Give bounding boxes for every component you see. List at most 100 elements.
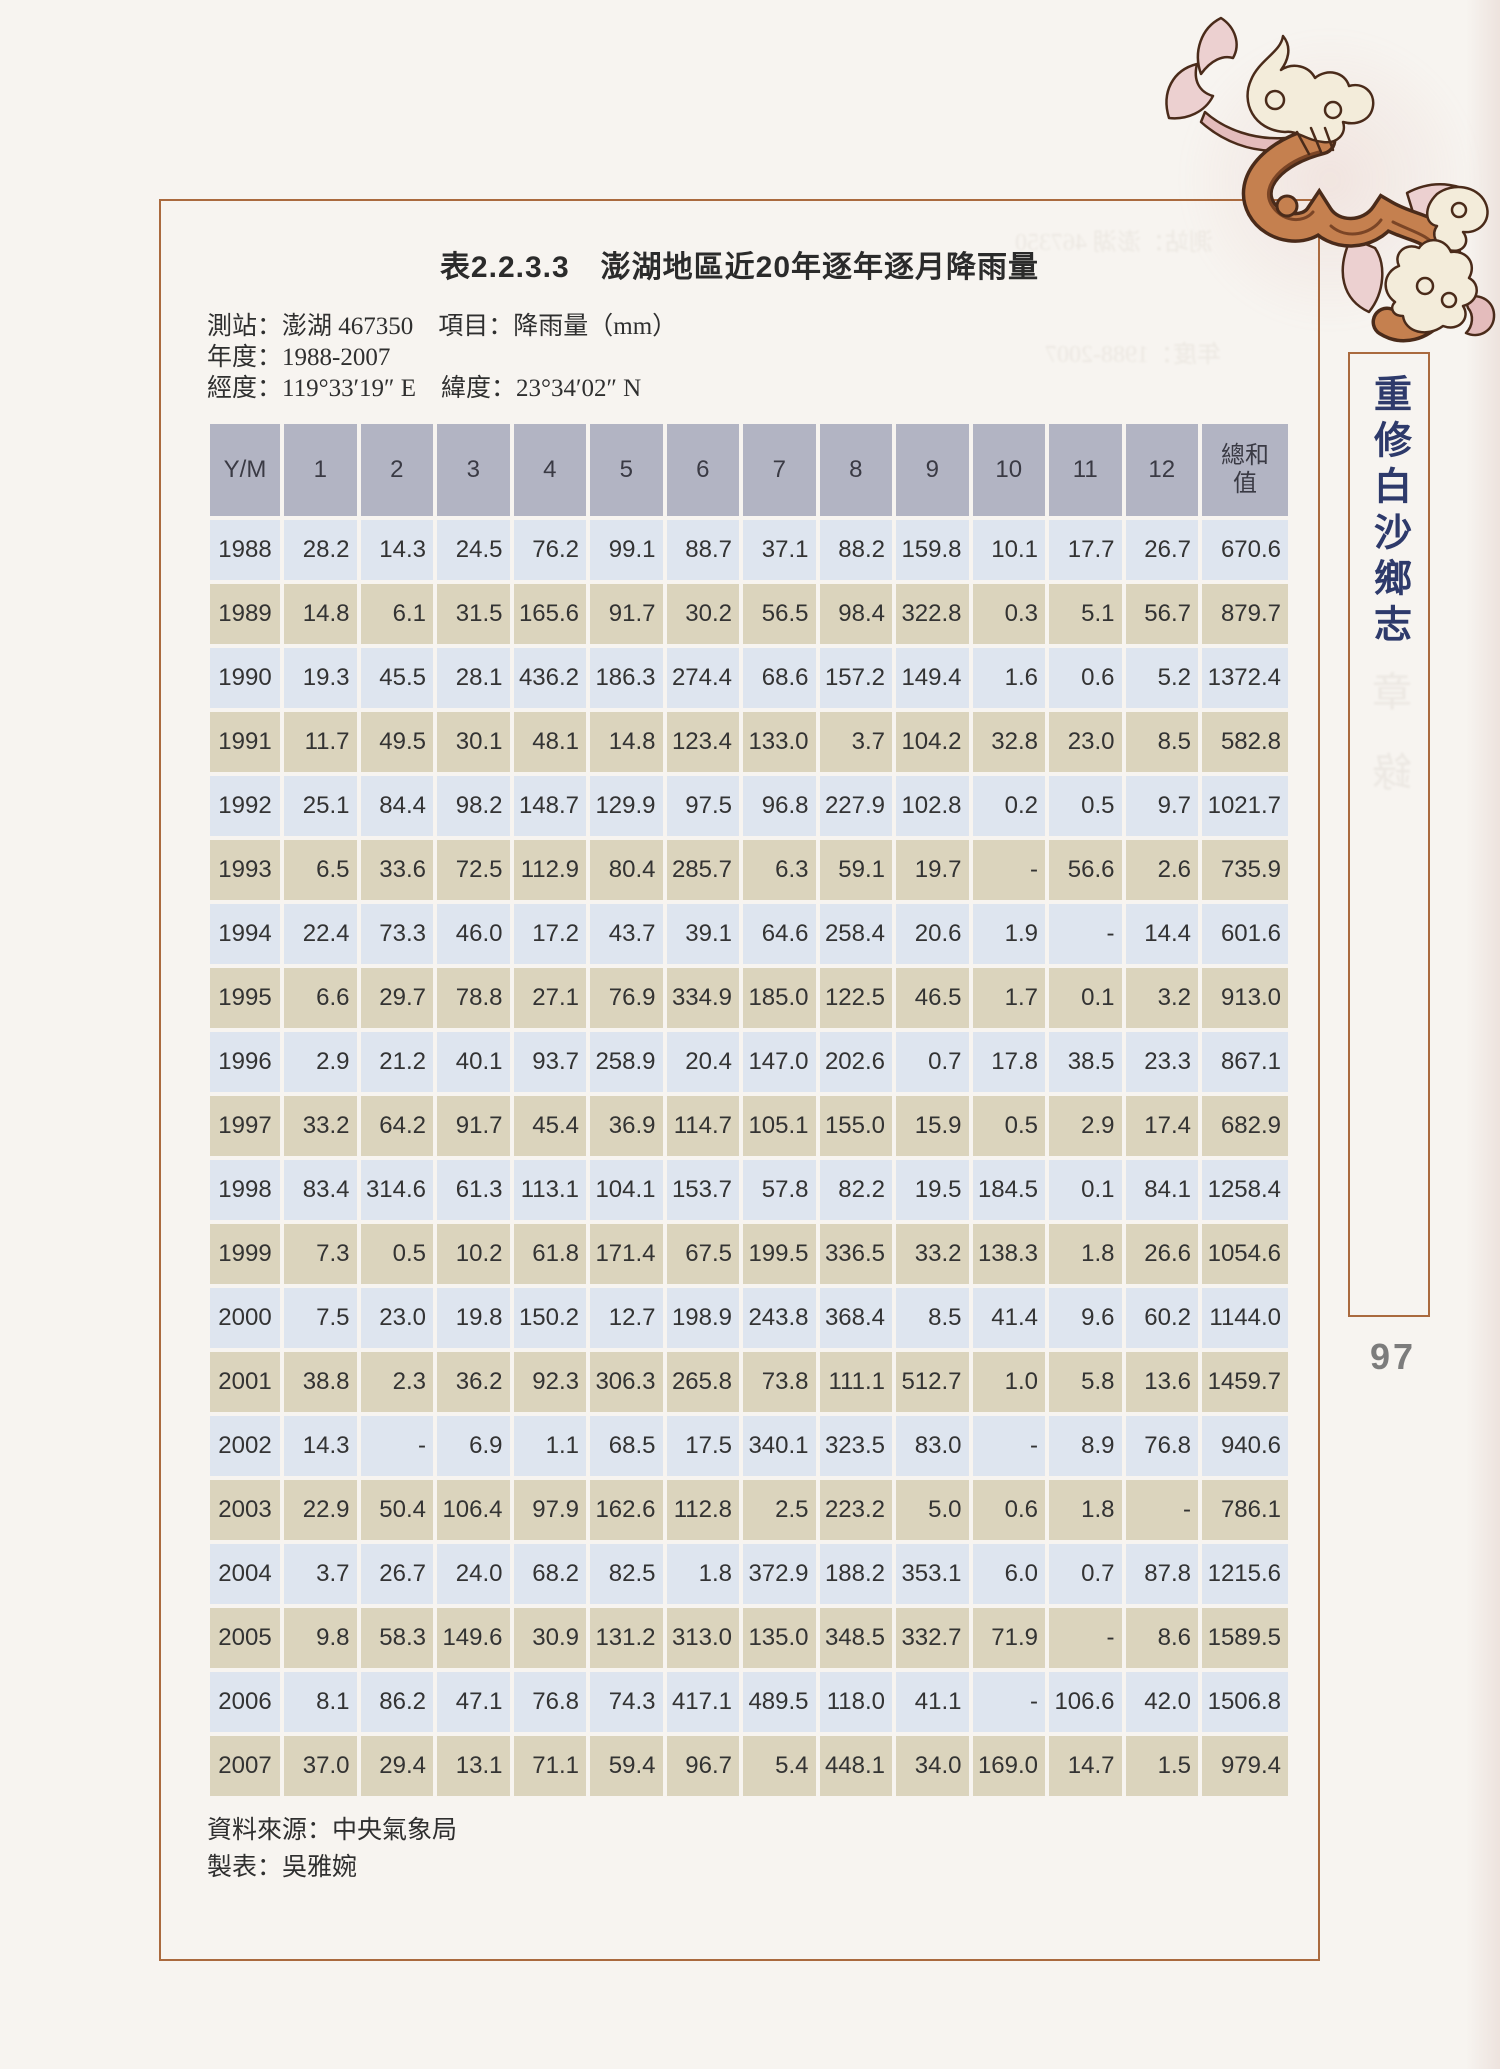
rain-value-cell: 84.1 (1125, 1160, 1198, 1220)
ornament-neck-pleats (1295, 126, 1335, 156)
table-row: 1998 83.4 314.6 61.3 113.1 104.1 153.7 57.8 82.2… (210, 1160, 1288, 1220)
rain-value-cell: 61.8 (513, 1224, 586, 1284)
rain-value-cell: 47.1 (437, 1672, 510, 1732)
rain-value-cell: 105.1 (743, 1096, 816, 1156)
rain-value-cell: 72.5 (437, 840, 510, 900)
rain-value-cell: 786.1 (1202, 1480, 1288, 1540)
rain-value-cell: 10.2 (437, 1224, 510, 1284)
rain-value-cell: 2.5 (743, 1480, 816, 1540)
rain-value-cell: 26.6 (1125, 1224, 1198, 1284)
rain-value-cell: 202.6 (819, 1032, 892, 1092)
rain-value-cell: 96.7 (666, 1736, 739, 1796)
rain-value-cell: 334.9 (666, 968, 739, 1028)
rain-value-cell: 2.6 (1125, 840, 1198, 900)
rain-value-cell: 57.8 (743, 1160, 816, 1220)
rain-value-cell: 2.9 (1049, 1096, 1122, 1156)
page-edge-shading (1466, 0, 1500, 2069)
rain-value-cell: 36.2 (437, 1352, 510, 1412)
year-cell: 1998 (210, 1160, 280, 1220)
rain-value-cell: 112.8 (666, 1480, 739, 1540)
rain-value-cell: 5.2 (1125, 648, 1198, 708)
rain-value-cell: 88.7 (666, 520, 739, 580)
ornament-pink-petal (1196, 16, 1238, 76)
ornament-puff-curl (1440, 291, 1458, 309)
rain-value-cell: 58.3 (360, 1608, 433, 1668)
rain-value-cell: 162.6 (590, 1480, 663, 1540)
year-cell: 1995 (210, 968, 280, 1028)
table-row: 1993 6.5 33.6 72.5 112.9 80.4 285.7 6.3 59.1 19.7… (210, 840, 1288, 900)
rain-value-cell: 436.2 (513, 648, 586, 708)
rain-value-cell: 19.8 (437, 1288, 510, 1348)
rain-value-cell: 64.6 (743, 904, 816, 964)
rain-value-cell: 10.1 (972, 520, 1045, 580)
rain-value-cell: 59.1 (819, 840, 892, 900)
rain-value-cell: 25.1 (284, 776, 357, 836)
rain-value-cell: 8.9 (1049, 1416, 1122, 1476)
rain-value-cell: 8.5 (1125, 712, 1198, 772)
rain-value-cell: 49.5 (360, 712, 433, 772)
rainfall-table: Y/M 1 2 3 4 5 6 7 8 9 10 11 12 總和 值 1988 28.2 14.3 24.5 7… (206, 420, 1292, 1800)
rain-value-cell: 45.4 (513, 1096, 586, 1156)
rain-value-cell: 33.6 (360, 840, 433, 900)
table-row: 1995 6.6 29.7 78.8 27.1 76.9 334.9 185.0 122.5 46… (210, 968, 1288, 1028)
rain-value-cell: 1.8 (1049, 1224, 1122, 1284)
rain-value-cell: 157.2 (819, 648, 892, 708)
rain-value-cell: 92.3 (513, 1352, 586, 1412)
cloud-scroll-ornament (1165, 16, 1496, 343)
rain-value-cell: 6.1 (360, 584, 433, 644)
rain-value-cell: 582.8 (1202, 712, 1288, 772)
ornament-cream-cloud (1246, 34, 1375, 144)
rain-value-cell: 6.6 (284, 968, 357, 1028)
rain-value-cell: 0.6 (972, 1480, 1045, 1540)
rain-value-cell: 76.2 (513, 520, 586, 580)
column-header: 9 (896, 424, 969, 516)
rain-value-cell: 11.7 (284, 712, 357, 772)
rain-value-cell: 46.5 (896, 968, 969, 1028)
rain-value-cell: - (972, 1672, 1045, 1732)
rain-value-cell: 159.8 (896, 520, 969, 580)
rain-value-cell: 17.8 (972, 1032, 1045, 1092)
rain-value-cell: 940.6 (1202, 1416, 1288, 1476)
rain-value-cell: 19.3 (284, 648, 357, 708)
rain-value-cell: 512.7 (896, 1352, 969, 1412)
rain-value-cell: 682.9 (1202, 1096, 1288, 1156)
rain-value-cell: 106.4 (437, 1480, 510, 1540)
ornament-pink-petal (1165, 62, 1215, 120)
rain-value-cell: 39.1 (666, 904, 739, 964)
rain-value-cell: 48.1 (513, 712, 586, 772)
rain-value-cell: 59.4 (590, 1736, 663, 1796)
table-row: 1996 2.9 21.2 40.1 93.7 258.9 20.4 147.0 202.6 0.… (210, 1032, 1288, 1092)
rain-value-cell: 17.5 (666, 1416, 739, 1476)
rain-value-cell: 114.7 (666, 1096, 739, 1156)
rain-value-cell: 153.7 (666, 1160, 739, 1220)
rain-value-cell: 33.2 (896, 1224, 969, 1284)
column-header: 4 (513, 424, 586, 516)
rain-value-cell: 31.5 (437, 584, 510, 644)
table-meta: 測站：澎湖 467350 項目：降雨量（mm） 年度：1988-2007 經度：… (207, 311, 677, 404)
rain-value-cell: 24.0 (437, 1544, 510, 1604)
column-header: 2 (360, 424, 433, 516)
source-line: 資料來源：中央氣象局 (207, 1817, 458, 1844)
rain-value-cell: 30.2 (666, 584, 739, 644)
rain-value-cell: 7.5 (284, 1288, 357, 1348)
rain-value-cell: 99.1 (590, 520, 663, 580)
rain-value-cell: 322.8 (896, 584, 969, 644)
rain-value-cell: 80.4 (590, 840, 663, 900)
rain-value-cell: 13.1 (437, 1736, 510, 1796)
rain-value-cell: 33.2 (284, 1096, 357, 1156)
rain-value-cell: 19.7 (896, 840, 969, 900)
rain-value-cell: 14.8 (590, 712, 663, 772)
rain-value-cell: 41.1 (896, 1672, 969, 1732)
rain-value-cell: 7.3 (284, 1224, 357, 1284)
rain-value-cell: 2.3 (360, 1352, 433, 1412)
rain-value-cell: 227.9 (819, 776, 892, 836)
rain-value-cell: 0.1 (1049, 1160, 1122, 1220)
rain-value-cell: 0.2 (972, 776, 1045, 836)
rain-value-cell: 74.3 (590, 1672, 663, 1732)
rain-value-cell: 37.0 (284, 1736, 357, 1796)
rain-value-cell: 14.8 (284, 584, 357, 644)
rain-value-cell: 348.5 (819, 1608, 892, 1668)
year-cell: 1993 (210, 840, 280, 900)
rain-value-cell: 28.2 (284, 520, 357, 580)
rain-value-cell: 258.4 (819, 904, 892, 964)
